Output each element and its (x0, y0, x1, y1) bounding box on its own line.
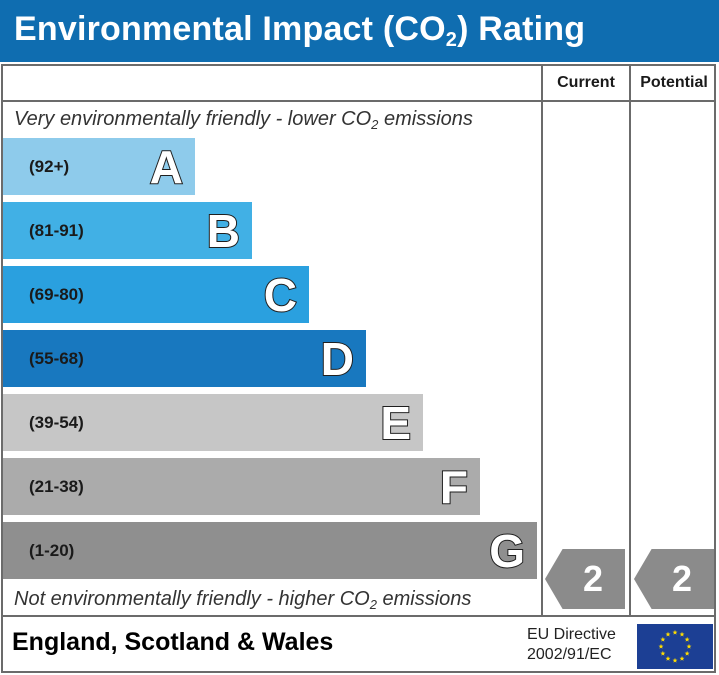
eu-directive-line2: 2002/91/EC (527, 646, 612, 663)
band-range-label: (81-91) (29, 220, 84, 240)
band-d: (55-68) D (3, 330, 366, 387)
eu-directive-label: EU Directive 2002/91/EC (527, 625, 616, 665)
header-row-divider (3, 100, 715, 102)
band-range-label: (92+) (29, 156, 70, 176)
potential-rating-indicator: 2 (634, 549, 714, 609)
top-note: Very environmentally friendly - lower CO… (14, 108, 473, 132)
band-letter-label: B (206, 204, 241, 257)
band-a: (92+) A (3, 138, 195, 195)
header-bar: Environmental Impact (CO2) Rating (0, 0, 719, 62)
band-letter-label: A (149, 140, 184, 193)
band-e: (39-54) E (3, 394, 423, 451)
eu-star-icon (679, 631, 685, 637)
band-range-label: (69-80) (29, 284, 84, 304)
column-current-label: Current (557, 74, 615, 91)
band-f: (21-38) F (3, 458, 480, 515)
footer-region-label: England, Scotland & Wales (12, 628, 334, 656)
eu-directive-line1: EU Directive (527, 626, 616, 643)
band-range-label: (1-20) (29, 540, 75, 560)
current-rating-value: 2 (582, 558, 604, 599)
eu-star-icon (684, 636, 690, 642)
eu-star-icon (672, 657, 678, 663)
band-range-label: (55-68) (29, 348, 84, 368)
eu-star-icon (665, 631, 671, 637)
band-letter-label: F (439, 460, 469, 513)
eu-star-icon (686, 643, 692, 649)
current-rating-indicator: 2 (545, 549, 625, 609)
eu-star-icon (684, 650, 690, 656)
eu-star-icon (660, 636, 666, 642)
potential-rating-value: 2 (671, 558, 693, 599)
bottom-note: Not environmentally friendly - higher CO… (14, 588, 472, 612)
band-letter-label: C (263, 268, 298, 321)
band-range-label: (39-54) (29, 412, 84, 432)
page-title: Environmental Impact (CO2) Rating (14, 10, 586, 51)
band-letter-label: D (320, 332, 355, 385)
eu-star-icon (665, 656, 671, 661)
band-letter-label: G (488, 524, 526, 577)
eu-stars-icon (658, 629, 692, 663)
divider-current (541, 64, 543, 617)
eu-star-icon (672, 629, 678, 635)
eu-star-icon (679, 656, 685, 661)
divider-potential (629, 64, 631, 617)
column-potential-label: Potential (640, 74, 708, 91)
band-g: (1-20) G (3, 522, 537, 579)
band-c: (69-80) C (3, 266, 309, 323)
footer-divider (3, 615, 715, 617)
eu-flag-icon (637, 624, 713, 669)
band-range-label: (21-38) (29, 476, 84, 496)
rating-frame (1, 64, 716, 673)
band-letter-label: E (379, 396, 412, 449)
eu-star-icon (658, 643, 664, 649)
band-b: (81-91) B (3, 202, 252, 259)
eu-star-icon (660, 650, 666, 656)
